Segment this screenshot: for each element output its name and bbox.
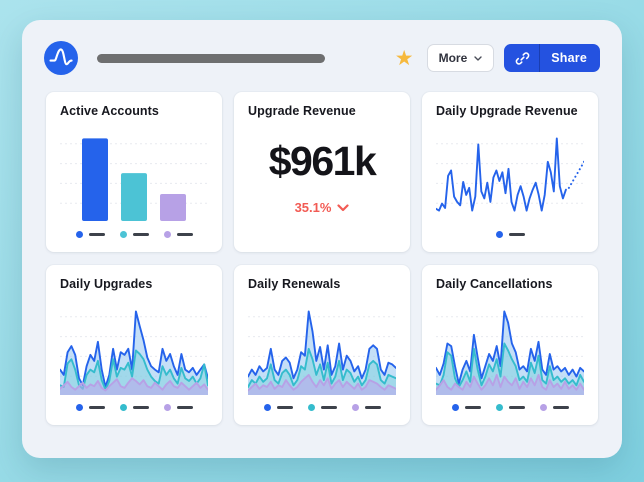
legend-dot: [119, 230, 127, 238]
card-upgrade-revenue[interactable]: Upgrade Revenue $961k 35.1%: [234, 92, 410, 252]
legend-item[interactable]: [163, 230, 193, 238]
metric-value: $961k: [268, 138, 377, 184]
area-chart-container: [248, 297, 396, 396]
area-chart: [248, 310, 396, 395]
legend-item[interactable]: [263, 403, 293, 411]
legend-dot: [119, 403, 127, 411]
share-button-label: Share: [551, 51, 587, 65]
header-actions: ★ More Share: [395, 44, 600, 72]
legend-dot: [307, 403, 315, 411]
legend-dot: [75, 230, 83, 238]
legend-dot: [163, 403, 171, 411]
legend-item[interactable]: [351, 403, 381, 411]
chevron-down-icon: [337, 203, 350, 211]
chart-legend: [248, 401, 396, 413]
legend-item[interactable]: [495, 230, 525, 238]
card-daily-cancellations[interactable]: Daily Cancellations: [422, 265, 598, 425]
legend-label-placeholder: [276, 405, 293, 409]
legend-item[interactable]: [307, 403, 337, 411]
legend-dot: [495, 230, 503, 238]
card-title: Daily Upgrade Revenue: [436, 104, 578, 118]
dashboard-header: ★ More Share: [22, 20, 622, 76]
legend-item[interactable]: [75, 403, 105, 411]
chart-legend: [436, 401, 584, 413]
card-daily-upgrades[interactable]: Daily Upgrades: [46, 265, 222, 425]
legend-dot: [163, 230, 171, 238]
line-chart-container: [436, 124, 584, 223]
legend-item[interactable]: [119, 230, 149, 238]
link-icon: [515, 51, 530, 65]
share-button[interactable]: Share: [504, 44, 600, 72]
legend-label-placeholder: [88, 232, 105, 236]
card-active-accounts[interactable]: Active Accounts: [46, 92, 222, 252]
card-title: Daily Renewals: [248, 277, 341, 291]
star-icon[interactable]: ★: [394, 46, 414, 70]
legend-label-placeholder: [320, 405, 337, 409]
more-button[interactable]: More: [426, 44, 495, 72]
card-daily-upgrade-revenue[interactable]: Daily Upgrade Revenue: [422, 92, 598, 252]
legend-dot: [263, 403, 271, 411]
legend-label-placeholder: [508, 405, 525, 409]
chart-legend: [60, 228, 208, 240]
legend-item[interactable]: [163, 403, 193, 411]
legend-dot: [351, 403, 359, 411]
card-daily-renewals[interactable]: Daily Renewals: [234, 265, 410, 425]
legend-item[interactable]: [539, 403, 569, 411]
legend-label-placeholder: [364, 405, 381, 409]
legend-label-placeholder: [552, 405, 569, 409]
legend-label-placeholder: [464, 405, 481, 409]
chart-legend: [60, 401, 208, 413]
legend-item[interactable]: [119, 403, 149, 411]
chart-legend: [436, 228, 584, 240]
area-chart-container: [60, 297, 208, 396]
legend-dot: [495, 403, 503, 411]
delta-value: 35.1%: [294, 200, 332, 215]
share-button-divider: [539, 44, 541, 72]
cards-grid: Active Accounts Upgrade Revenue $961k 35…: [22, 76, 622, 425]
card-title: Active Accounts: [60, 104, 159, 118]
copy-link-icon[interactable]: [504, 44, 539, 72]
legend-dot: [75, 403, 83, 411]
legend-label-placeholder: [88, 405, 105, 409]
dashboard-panel: ★ More Share Ac: [22, 20, 622, 458]
more-button-label: More: [438, 51, 468, 65]
legend-dot: [451, 403, 459, 411]
card-title: Daily Cancellations: [436, 277, 553, 291]
bar-chart: [60, 138, 208, 221]
legend-item[interactable]: [495, 403, 525, 411]
legend-dot: [539, 403, 547, 411]
area-chart: [60, 310, 208, 395]
legend-label-placeholder: [132, 232, 149, 236]
card-title: Upgrade Revenue: [248, 104, 356, 118]
dashboard-title-placeholder: [97, 53, 325, 63]
legend-label-placeholder: [176, 405, 193, 409]
line-chart: [436, 137, 584, 212]
card-title: Daily Upgrades: [60, 277, 153, 291]
legend-label-placeholder: [508, 232, 525, 236]
amplitude-logo[interactable]: [44, 41, 78, 75]
metric-delta[interactable]: 35.1%: [248, 200, 396, 215]
chevron-down-icon: [474, 55, 482, 61]
legend-item[interactable]: [451, 403, 481, 411]
legend-label-placeholder: [132, 405, 149, 409]
amplitude-logo-icon: [44, 41, 78, 75]
legend-item[interactable]: [75, 230, 105, 238]
area-chart-container: [436, 297, 584, 396]
legend-label-placeholder: [176, 232, 193, 236]
area-chart: [436, 310, 584, 395]
bar-chart-container: [60, 124, 208, 223]
